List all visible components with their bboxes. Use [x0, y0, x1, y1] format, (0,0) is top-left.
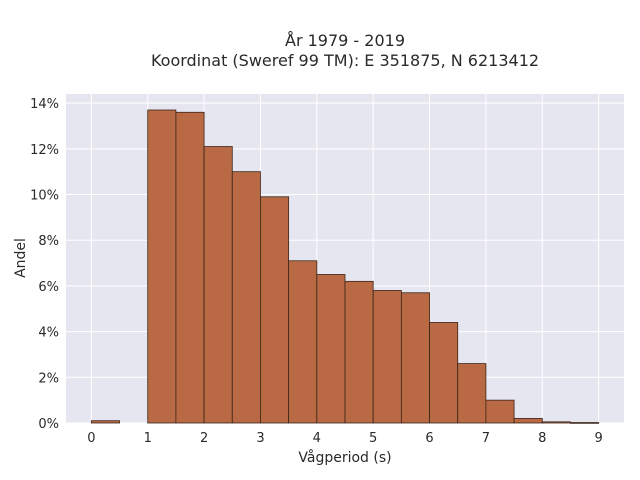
chart-title-line1: År 1979 - 2019: [285, 31, 405, 50]
histogram-bar: [175, 111, 205, 424]
histogram-bar: [316, 274, 346, 424]
histogram-bar: [541, 421, 571, 424]
histogram-bar: [231, 171, 261, 424]
histogram-bar: [570, 422, 600, 424]
y-tick-label: 14%: [30, 97, 59, 112]
x-axis-label: Vågperiod (s): [298, 449, 391, 466]
x-tick-label: 0: [87, 431, 95, 446]
histogram-bar: [429, 322, 459, 424]
x-axis-ticks: 0 1 2 3 4 5 6 7 8 9: [87, 431, 603, 446]
y-axis-label: Andel: [13, 238, 29, 278]
y-tick-label: 8%: [38, 234, 59, 249]
histogram-bar: [400, 292, 430, 424]
x-tick-label: 6: [425, 431, 433, 446]
x-tick-label: 5: [369, 431, 377, 446]
bars: [90, 109, 600, 424]
histogram-bar: [147, 109, 177, 424]
y-tick-label: 10%: [30, 189, 59, 204]
x-tick-label: 3: [256, 431, 264, 446]
y-axis-ticks: 0% 2% 4% 6% 8% 10% 12% 14%: [30, 97, 59, 432]
x-tick-label: 1: [144, 431, 152, 446]
histogram-bar: [260, 196, 290, 424]
histogram-bar: [203, 146, 233, 424]
histogram-bar: [457, 363, 487, 424]
x-tick-label: 7: [482, 431, 490, 446]
y-tick-label: 12%: [30, 143, 59, 158]
x-tick-label: 4: [313, 431, 321, 446]
x-tick-label: 9: [594, 431, 602, 446]
chart-title-line2: Koordinat (Sweref 99 TM): E 351875, N 62…: [151, 51, 539, 70]
histogram-bar: [513, 418, 543, 424]
y-tick-label: 2%: [38, 371, 59, 386]
y-tick-label: 0%: [38, 417, 59, 432]
x-tick-label: 2: [200, 431, 208, 446]
y-tick-label: 6%: [38, 280, 59, 295]
histogram-bar: [90, 420, 120, 424]
x-tick-label: 8: [538, 431, 546, 446]
histogram-bar: [288, 260, 318, 424]
histogram-bar: [372, 290, 402, 424]
histogram-bar: [485, 399, 515, 424]
y-tick-label: 4%: [38, 326, 59, 341]
histogram-bar: [344, 280, 374, 424]
